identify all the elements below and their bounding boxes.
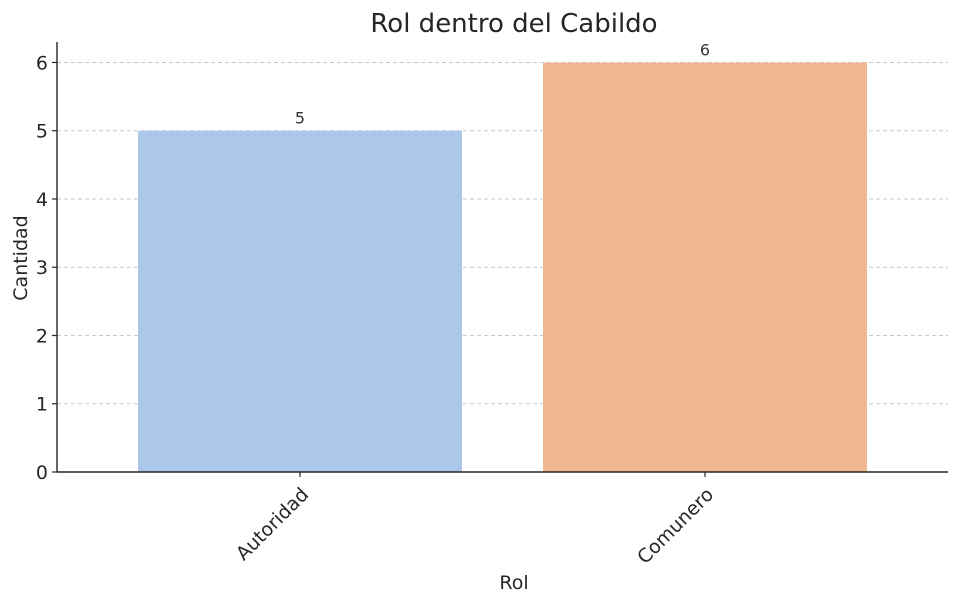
x-axis-ticks: Autoridad Comunero <box>232 472 718 569</box>
y-tick-label: 4 <box>36 189 48 211</box>
bar-autoridad <box>138 130 462 472</box>
y-tick-label: 6 <box>36 52 48 74</box>
x-axis-label: Rol <box>499 572 528 594</box>
y-axis-label: Cantidad <box>10 215 32 300</box>
y-tick-label: 5 <box>36 121 48 143</box>
x-tick-label-comunero: Comunero <box>633 484 718 569</box>
chart-title: Rol dentro del Cabildo <box>370 9 657 39</box>
x-tick-label-autoridad: Autoridad <box>232 484 313 565</box>
bar-comunero <box>543 62 867 472</box>
y-tick-label: 0 <box>36 462 48 484</box>
y-tick-label: 2 <box>36 325 48 347</box>
data-label-comunero: 6 <box>700 40 710 59</box>
y-tick-label: 1 <box>36 394 48 416</box>
data-label-autoridad: 5 <box>295 109 305 128</box>
data-labels: 56 <box>295 40 710 127</box>
bars <box>138 62 867 472</box>
y-axis-ticks: 0 1 2 3 4 5 6 <box>36 52 57 484</box>
y-tick-label: 3 <box>36 257 48 279</box>
